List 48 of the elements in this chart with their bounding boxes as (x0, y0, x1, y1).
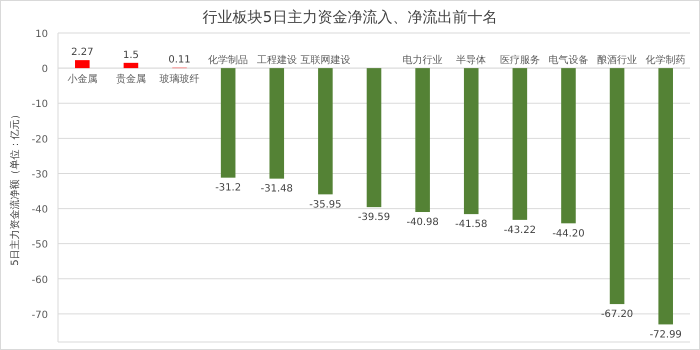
y-tick-label: -60 (32, 274, 48, 286)
bar (269, 68, 284, 179)
y-axis-title: 5日主力资金流净额（单位：亿元） (9, 109, 21, 266)
y-tick-label: -70 (32, 310, 48, 321)
bar (366, 68, 382, 208)
x-tick-label: 贵金属 (116, 73, 146, 86)
y-tick-label: -50 (32, 240, 48, 251)
bar (658, 68, 673, 324)
bar (464, 68, 479, 214)
x-tick-label: 电力行业 (402, 54, 443, 66)
data-label: 1.5 (122, 50, 139, 61)
y-tick-label: -20 (32, 134, 48, 146)
bar (610, 68, 624, 304)
x-tick-label: 化学制药 (646, 54, 686, 66)
data-label: -40.98 (406, 217, 439, 228)
data-label: -39.59 (358, 212, 390, 224)
y-tick-label: -10 (32, 99, 48, 110)
data-label: -35.95 (309, 199, 342, 210)
data-label: 2.27 (71, 47, 94, 58)
data-label: -43.22 (504, 224, 536, 236)
y-tick-label: -40 (32, 204, 48, 216)
x-tick-label: 玻璃玻纤 (160, 73, 200, 86)
data-label: -67.20 (600, 309, 634, 320)
data-label: 0.11 (168, 54, 191, 66)
chart-title: 行业板块5日主力资金净流入、净流出前十名 (202, 8, 498, 26)
bar (415, 68, 430, 212)
data-label: -41.58 (455, 219, 488, 230)
x-tick-label: 互联网建设 (300, 54, 350, 66)
x-tick-label: 半导体 (456, 54, 486, 66)
x-tick-label: 酿酒行业 (597, 54, 638, 66)
x-tick-label: 化学制品 (208, 54, 248, 66)
y-tick-label: 0 (42, 64, 48, 76)
bar (561, 68, 576, 224)
x-tick-label: 医疗服务 (500, 54, 540, 66)
x-tick-label: 工程建设 (256, 54, 297, 66)
bar (75, 60, 90, 68)
data-label: -72.99 (650, 329, 682, 340)
bar (124, 62, 138, 68)
x-tick-label: 电气设备 (548, 54, 588, 66)
bar (512, 68, 528, 220)
data-label: -31.2 (215, 182, 242, 194)
bar (318, 68, 333, 194)
bar (220, 68, 236, 178)
data-label: -44.20 (552, 228, 585, 240)
x-tick-label: 小金属 (67, 73, 98, 86)
y-tick-label: 10 (35, 29, 48, 40)
y-tick-label: -30 (32, 169, 48, 180)
data-label: -31.48 (260, 184, 293, 195)
